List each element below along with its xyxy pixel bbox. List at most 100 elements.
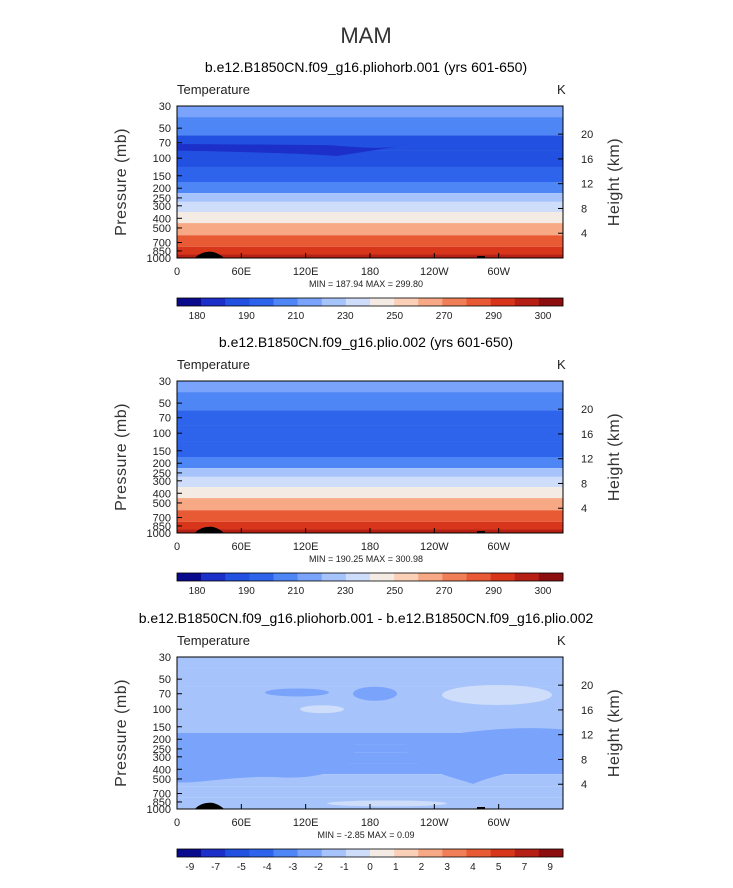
x-tick-label: 120W <box>420 817 449 829</box>
cold-tropopause-feature <box>177 143 407 156</box>
y2-axis-label: Height (km) <box>606 413 623 501</box>
level-band-850 <box>177 521 563 530</box>
weak-anomaly-upper-east <box>442 684 552 705</box>
colorbar-label: 230 <box>337 586 354 597</box>
panels-container: b.e12.B1850CN.f09_g16.pliohorb.001 (yrs … <box>113 59 623 873</box>
negative-anomaly-upper-2 <box>265 688 329 697</box>
y-tick-label: 70 <box>159 413 171 425</box>
level-band-70 <box>177 410 563 426</box>
panel-title: b.e12.B1850CN.f09_g16.plio.002 (yrs 601-… <box>219 334 513 350</box>
panel-3: b.e12.B1850CN.f09_g16.pliohorb.001 - b.e… <box>113 610 623 873</box>
colorbar-swatch <box>321 298 347 306</box>
y-tick-label: 50 <box>159 674 171 686</box>
y-tick-label: 150 <box>153 446 171 458</box>
colorbar-swatch <box>345 849 371 857</box>
level-band-150 <box>177 166 563 182</box>
y-tick-label: 850 <box>153 521 171 533</box>
colorbar-label: -4 <box>263 862 272 873</box>
x-tick-label: 120E <box>293 541 319 553</box>
y-tick-label: 850 <box>153 797 171 809</box>
weak-anomaly-surface <box>327 800 447 807</box>
y-tick-label: 500 <box>153 498 171 510</box>
colorbar-swatch <box>490 573 516 581</box>
level-band-250 <box>177 744 563 753</box>
colorbar-swatch <box>466 849 491 857</box>
level-band-50 <box>177 117 563 136</box>
y-tick-label: 100 <box>153 704 171 716</box>
colorbar-label: 7 <box>522 862 528 873</box>
y-tick-label: 500 <box>153 223 171 235</box>
colorbar-label: 3 <box>444 862 450 873</box>
topography-mask <box>195 526 224 533</box>
colorbar-swatch <box>177 298 202 306</box>
x-tick-label: 0 <box>174 266 180 278</box>
level-band-700 <box>177 235 563 247</box>
colorbar-swatch <box>370 573 395 581</box>
colorbar-label: 300 <box>535 586 552 597</box>
colorbar-swatch <box>201 849 226 857</box>
y-tick-label: 300 <box>153 752 171 764</box>
y-tick-label: 150 <box>153 722 171 734</box>
x-tick-label: 180 <box>361 266 379 278</box>
colorbar-swatch <box>418 298 443 306</box>
topography-mask <box>195 802 224 809</box>
y-tick-label: 1000 <box>147 804 171 816</box>
colorbar-swatch <box>249 573 274 581</box>
y-tick-label: 70 <box>159 689 171 701</box>
colorbar-swatch <box>394 849 419 857</box>
colorbar-swatch <box>538 573 564 581</box>
level-band-700 <box>177 510 563 522</box>
colorbar-swatch <box>538 298 564 306</box>
y-tick-label: 200 <box>153 458 171 470</box>
colorbar-swatch <box>201 298 226 306</box>
x-tick-label: 180 <box>361 817 379 829</box>
x-tick-label: 60E <box>232 817 252 829</box>
variable-label: Temperature <box>177 82 250 97</box>
colorbar-label: 2 <box>419 862 425 873</box>
colorbar-label: 290 <box>485 586 502 597</box>
y-tick-label: 400 <box>153 488 171 500</box>
panel-1: b.e12.B1850CN.f09_g16.pliohorb.001 (yrs … <box>113 59 623 322</box>
x-tick-label: 120W <box>420 541 449 553</box>
colorbar-swatch <box>514 849 540 857</box>
x-tick-label: 120E <box>293 266 319 278</box>
colorbar-swatch <box>490 298 516 306</box>
colorbar-swatch <box>321 573 347 581</box>
level-band-250 <box>177 468 563 477</box>
y2-tick-label: 16 <box>581 705 593 717</box>
y-tick-label: 1000 <box>147 253 171 265</box>
level-band-30 <box>177 381 563 393</box>
level-band-100 <box>177 701 563 718</box>
y2-axis-label: Height (km) <box>606 689 623 777</box>
min-max-stats: MIN = -2.85 MAX = 0.09 <box>317 830 414 840</box>
y-tick-label: 200 <box>153 734 171 746</box>
colorbar-label: 5 <box>496 862 502 873</box>
colorbar-swatch <box>418 849 443 857</box>
level-band-850 <box>177 246 563 255</box>
colorbar-swatch <box>225 298 250 306</box>
y-tick-label: 100 <box>153 153 171 165</box>
colorbar-swatch <box>394 573 419 581</box>
colorbar-label: 210 <box>288 311 305 322</box>
y-tick-label: 300 <box>153 476 171 488</box>
colorbar-swatch <box>538 849 564 857</box>
y2-tick-label: 4 <box>581 779 587 791</box>
negative-anomaly-upper <box>353 686 397 701</box>
x-tick-label: 60E <box>232 266 252 278</box>
y-tick-label: 250 <box>153 193 171 205</box>
level-band-500 <box>177 498 563 511</box>
colorbar-label: 1 <box>393 862 399 873</box>
colorbar-swatch <box>225 849 250 857</box>
colorbar-swatch <box>514 573 540 581</box>
topography-mask-andes <box>477 807 485 809</box>
colorbar-swatch <box>297 298 323 306</box>
y2-tick-label: 4 <box>581 503 587 515</box>
y2-tick-label: 12 <box>581 454 593 466</box>
y2-tick-label: 20 <box>581 404 593 416</box>
units-label: K <box>557 357 566 372</box>
colorbar-swatch <box>297 849 323 857</box>
negative-anomaly-west <box>177 735 356 783</box>
level-band-300 <box>177 201 563 213</box>
season-title: MAM <box>340 23 391 48</box>
y2-tick-label: 8 <box>581 754 587 766</box>
